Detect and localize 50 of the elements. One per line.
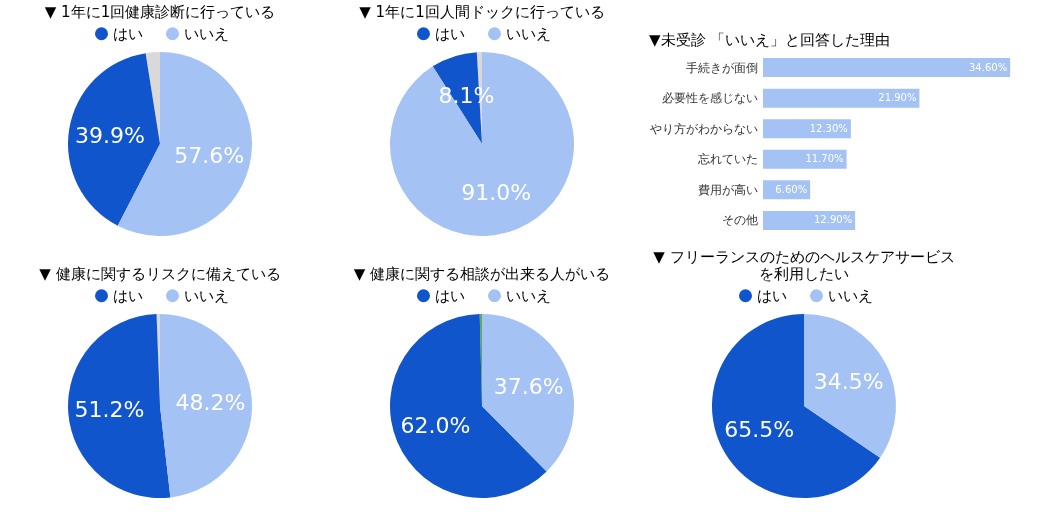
data-label: 34.5% (813, 369, 884, 395)
legend-label: はい (113, 286, 143, 305)
legend-label: いいえ (828, 286, 873, 305)
legend-label: いいえ (506, 286, 551, 305)
pie-slice (712, 314, 881, 498)
data-label: 34.60% (969, 61, 1008, 73)
pie-slice (68, 53, 160, 226)
pie-slice (68, 314, 171, 498)
y-tick-label: 費用が高い (697, 182, 758, 197)
legend-label: いいえ (184, 286, 229, 305)
legend-label: はい (435, 286, 465, 305)
bar (763, 119, 851, 139)
data-label: 65.5% (724, 416, 795, 442)
data-label: 12.30% (809, 122, 848, 134)
pie-slice (145, 52, 160, 144)
pie-slice (804, 314, 896, 458)
data-label: 62.0% (400, 412, 471, 438)
chart-title: ▼ 1年に1回健康診断に行っている (44, 3, 276, 21)
data-label: 11.70% (805, 153, 844, 165)
data-label: 21.90% (878, 92, 917, 104)
data-label: 57.6% (174, 142, 245, 168)
bar (763, 58, 1011, 78)
chart-title: ▼未受診 「いいえ」と回答した理由 (649, 31, 891, 49)
bar (763, 210, 856, 230)
y-tick-label: やり方がわからない (649, 121, 758, 136)
chart-title: ▼ 健康に関するリスクに備えている (39, 265, 281, 283)
chart-title: ▼ 健康に関する相談が出来る人がいる (353, 265, 611, 283)
chart-title: ▼ フリーランスのためのヘルスケアサービスを利用したい (653, 248, 955, 283)
chart-title: ▼ 1年に1回人間ドックに行っている (359, 3, 605, 21)
data-label: 6.60% (775, 183, 808, 195)
bar (763, 88, 920, 108)
y-tick-label: 忘れていた (697, 152, 758, 167)
legend-label: いいえ (184, 24, 229, 43)
pie-slice (390, 52, 574, 236)
data-label: 91.0% (461, 179, 532, 205)
legend-label: いいえ (506, 24, 551, 43)
data-label: 51.2% (74, 396, 145, 422)
pie-slice (160, 314, 252, 498)
y-tick-label: 手続きが面倒 (685, 60, 758, 75)
data-label: 39.9% (75, 122, 145, 148)
legend-label: はい (435, 24, 465, 43)
y-tick-label: 必要性を感じない (661, 91, 758, 106)
legend-label: はい (113, 24, 143, 43)
bar (763, 149, 847, 169)
data-label: 37.6% (493, 373, 564, 399)
legend-label: はい (757, 286, 787, 305)
y-tick-label: その他 (721, 213, 758, 228)
data-label: 48.2% (175, 390, 246, 416)
pie-slice (482, 314, 574, 472)
data-label: 12.90% (814, 214, 853, 226)
